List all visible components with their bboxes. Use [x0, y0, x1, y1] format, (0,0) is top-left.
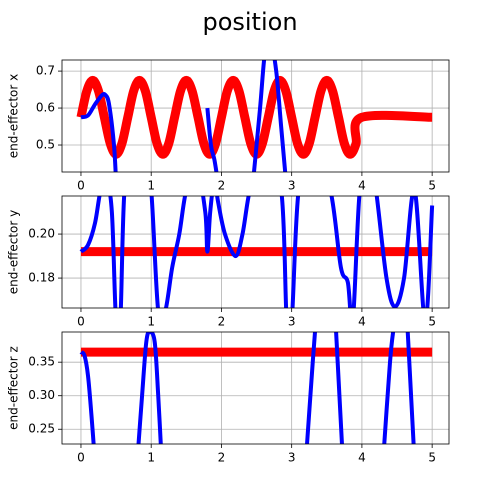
subplot: 0 1 2 3 4 5 0.25 0.30 0.35 end-effector z — [7, 331, 450, 465]
x-tick-label: 3 — [288, 315, 296, 329]
line-series — [79, 332, 416, 444]
x-tick-label: 0 — [77, 315, 85, 329]
figure-title: position — [202, 8, 297, 36]
x-tick-label: 3 — [288, 451, 296, 465]
x-tick-label: 4 — [358, 451, 366, 465]
x-tick-label: 0 — [77, 179, 85, 193]
x-tick-label: 4 — [358, 179, 366, 193]
y-axis-label: end-effector z — [7, 346, 21, 430]
y-tick-label: 0.20 — [28, 227, 55, 241]
subplot: 0 1 2 3 4 5 0.5 0.6 0.7 end-effector x — [7, 59, 450, 193]
x-tick-label: 2 — [218, 451, 226, 465]
line-series — [80, 60, 288, 172]
x-tick-label: 2 — [218, 179, 226, 193]
y-tick-label: 0.35 — [28, 355, 55, 369]
y-tick-label: 0.30 — [28, 388, 55, 402]
y-tick-label: 0.5 — [36, 138, 55, 152]
y-tick-label: 0.6 — [36, 101, 55, 115]
axes-frame — [61, 195, 450, 309]
x-tick-label: 3 — [288, 179, 296, 193]
x-tick-label: 1 — [147, 179, 155, 193]
y-axis-label: end-effector x — [7, 74, 21, 158]
x-tick-label: 5 — [428, 315, 436, 329]
y-tick-label: 0.7 — [36, 64, 55, 78]
line-series — [76, 75, 433, 159]
line-series — [79, 196, 435, 308]
plot-area — [76, 60, 433, 172]
x-tick-label: 1 — [147, 451, 155, 465]
plot-area — [79, 196, 435, 308]
y-tick-label: 0.25 — [28, 422, 55, 436]
y-tick-label: 0.18 — [28, 271, 55, 285]
x-tick-label: 5 — [428, 179, 436, 193]
y-axis-label: end-effector y — [7, 210, 21, 294]
x-tick-label: 1 — [147, 315, 155, 329]
x-tick-label: 4 — [358, 315, 366, 329]
plot-area — [79, 332, 433, 444]
axes-frame — [61, 59, 450, 173]
x-tick-label: 5 — [428, 451, 436, 465]
subplot: 0 1 2 3 4 5 0.18 0.20 end-effector y — [7, 195, 450, 329]
x-tick-label: 0 — [77, 451, 85, 465]
x-tick-label: 2 — [218, 315, 226, 329]
axes-frame — [61, 331, 450, 445]
